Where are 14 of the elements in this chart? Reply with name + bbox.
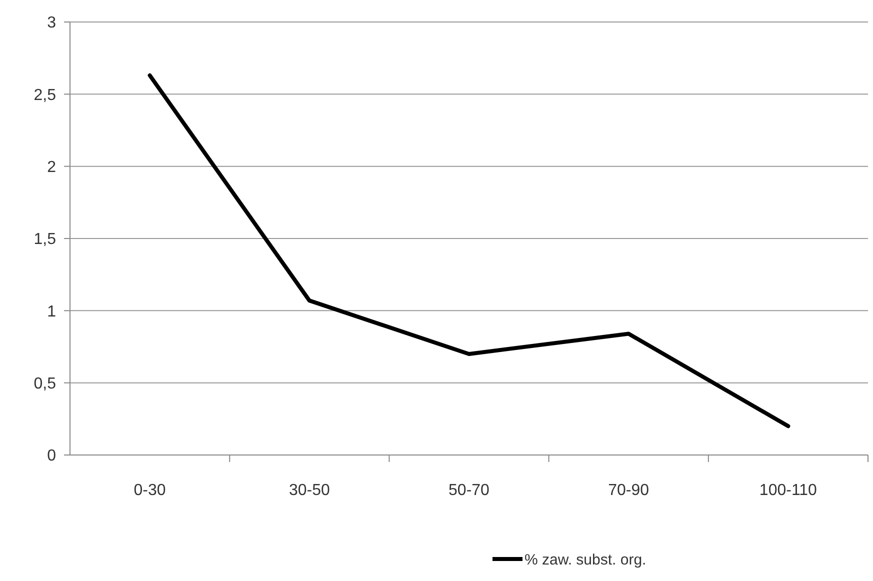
x-tick-label: 100-110 [759,482,818,499]
y-tick-label: 0,5 [34,375,56,392]
y-tick-label: 1,5 [34,231,56,248]
y-tick-label: 3 [47,14,56,32]
line-series [148,73,790,428]
y-tick-label: 2,5 [34,86,56,104]
y-tick-label: 2 [47,158,56,176]
x-tick-label: 70-90 [608,482,650,499]
x-tick-label: 30-50 [288,482,330,499]
y-tick-label: 1 [47,303,56,320]
x-tick-label: 50-70 [448,482,490,499]
x-tick-label: 0-30 [134,482,166,499]
legend-label: % zaw. subst. org. [524,551,646,568]
y-tick-label: 0 [47,448,56,465]
